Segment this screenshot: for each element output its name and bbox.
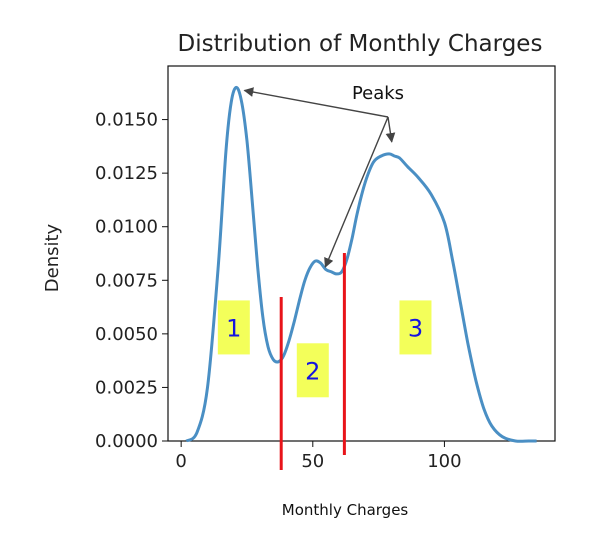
region-labels: 1 2 3	[217, 300, 432, 398]
region-2-highlight	[296, 343, 329, 398]
y-tick-label: 0.0100	[95, 217, 158, 238]
peak-arrow	[385, 116, 396, 143]
y-tick-label: 0.0150	[95, 110, 158, 131]
y-axis-label: Density	[42, 223, 63, 292]
density-curve	[185, 85, 537, 443]
y-tick-label: 0.0075	[95, 270, 158, 291]
y-tick-label: 0.0000	[95, 431, 158, 452]
x-tick-label: 100	[427, 451, 461, 472]
x-axis-label: Monthly Charges	[282, 501, 409, 519]
region-dividers	[279, 253, 346, 470]
series-group	[185, 85, 537, 443]
region-2-label: 2	[305, 357, 320, 385]
peak-arrow	[243, 87, 389, 118]
y-tick-label: 0.0025	[95, 377, 158, 398]
region-3-label: 3	[408, 314, 423, 342]
y-axis: 0.0000 0.0025 0.0050 0.0075 0.0100 0.0125 0.01…	[95, 110, 168, 452]
region-1-highlight	[217, 300, 250, 355]
x-axis: 0 50 100	[175, 441, 462, 472]
y-tick-label: 0.0125	[95, 163, 158, 184]
y-tick-label: 0.0050	[95, 324, 158, 345]
x-tick-label: 50	[301, 451, 324, 472]
region-3-highlight	[399, 300, 432, 355]
peak-arrow	[324, 116, 389, 268]
peaks-annotation: Peaks	[352, 83, 404, 104]
region-1-label: 1	[226, 314, 241, 342]
plot-area-frame	[167, 65, 556, 442]
peak-arrows	[243, 87, 396, 268]
x-tick-label: 0	[175, 451, 186, 472]
chart-title: Distribution of Monthly Charges	[178, 31, 543, 57]
